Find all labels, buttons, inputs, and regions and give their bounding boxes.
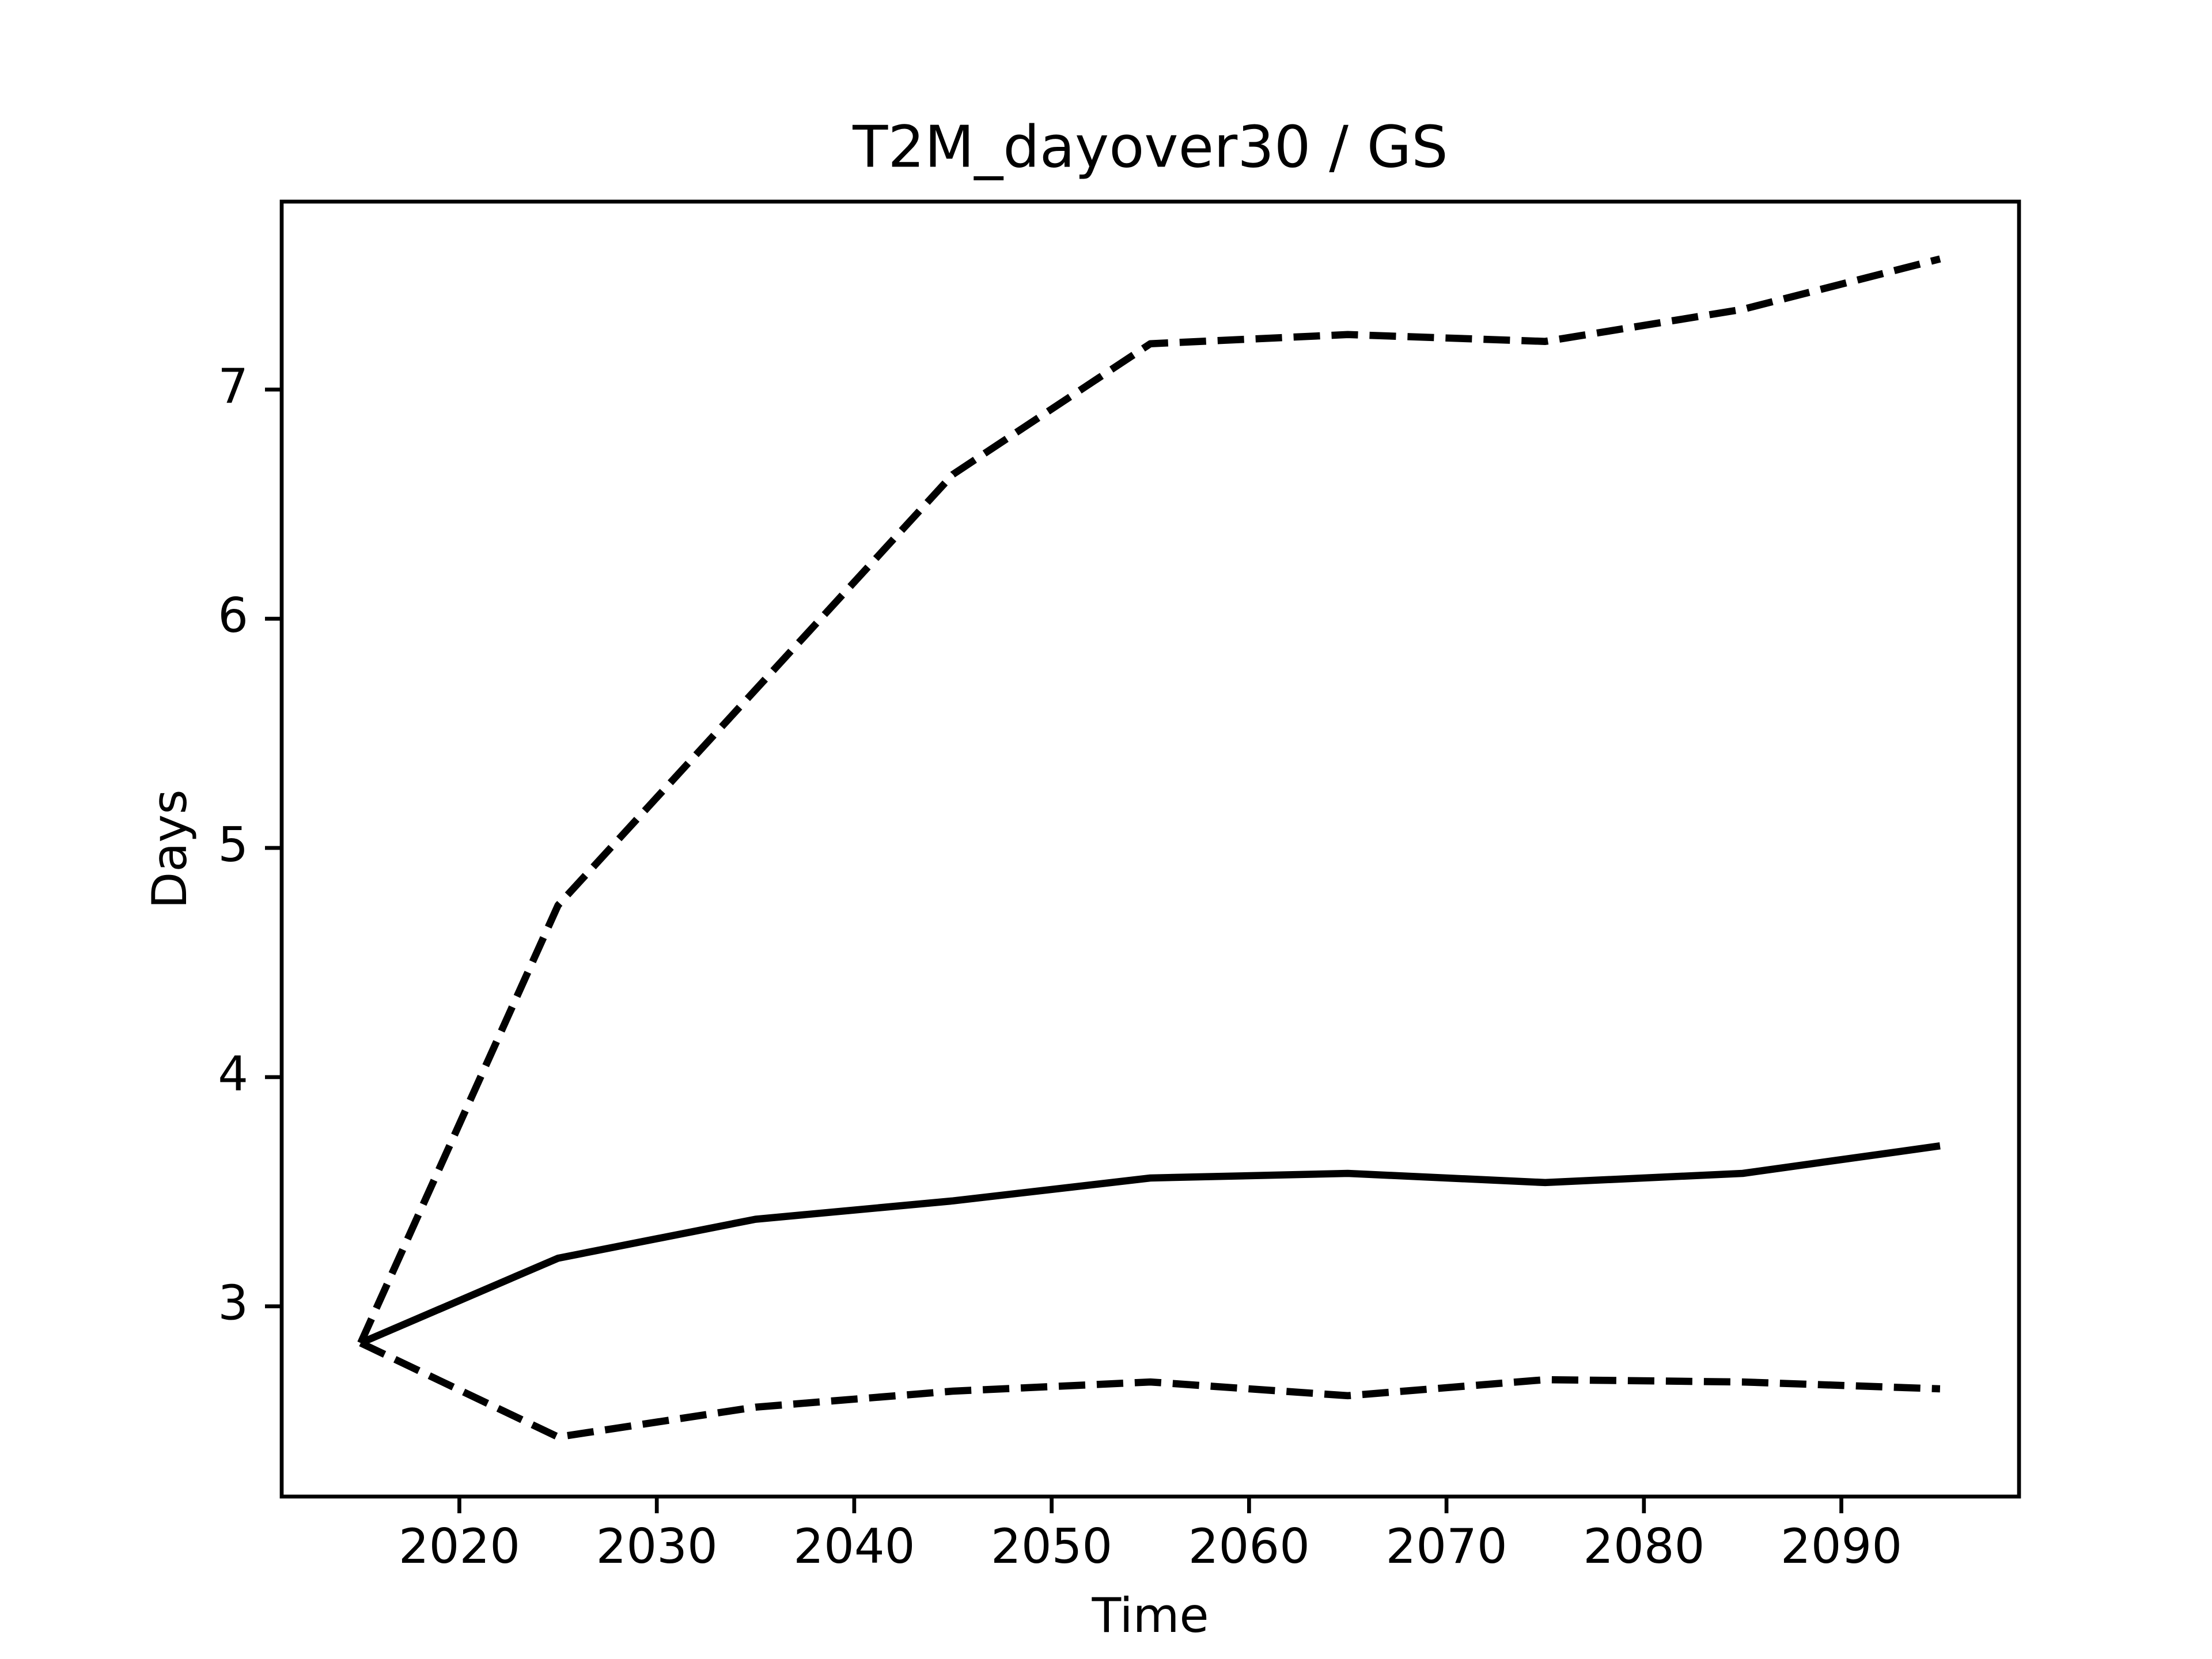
y-tick-label: 6 — [218, 588, 248, 643]
x-tick-label: 2040 — [793, 1518, 915, 1574]
x-tick-label: 2050 — [991, 1518, 1112, 1574]
series-line — [359, 1339, 1941, 1441]
x-tick-label: 2070 — [1385, 1518, 1507, 1574]
y-tick-label: 3 — [218, 1275, 248, 1331]
series-line — [359, 1142, 1941, 1347]
plot-frame — [279, 199, 2021, 1499]
x-axis-label: Time — [1091, 1588, 1209, 1643]
series-line — [357, 255, 1941, 1344]
x-tick-label: 2030 — [596, 1518, 718, 1574]
y-axis-label: Days — [142, 789, 198, 908]
y-tick-label: 4 — [218, 1046, 248, 1102]
x-tick-label: 2020 — [399, 1518, 520, 1574]
x-tick-label: 2060 — [1188, 1518, 1310, 1574]
y-tick-label: 5 — [218, 817, 248, 873]
x-tick-label: 2080 — [1583, 1518, 1705, 1574]
chart-title: T2M_dayover30 / GS — [852, 113, 1448, 180]
y-tick-label: 7 — [218, 358, 248, 414]
x-tick-label: 2090 — [1781, 1518, 1902, 1574]
